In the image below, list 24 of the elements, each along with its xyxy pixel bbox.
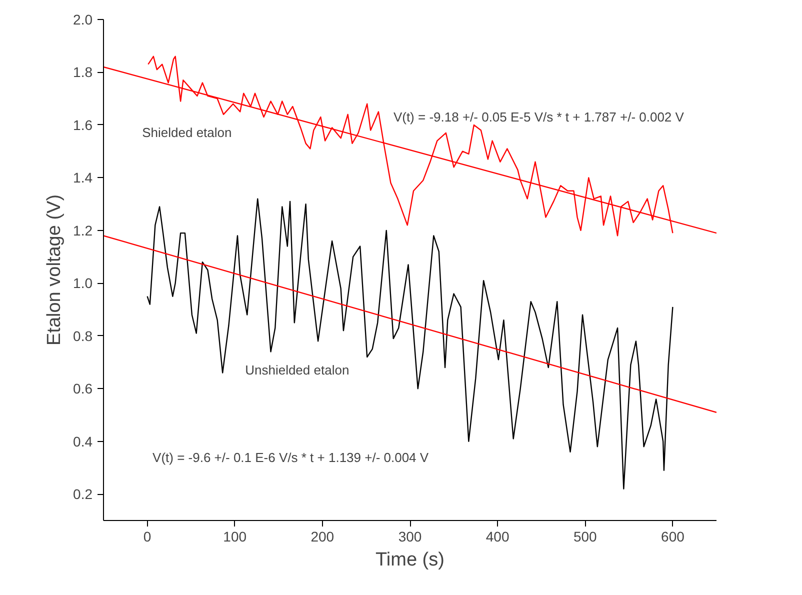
y-tick-label: 0.6 bbox=[73, 380, 93, 397]
y-tick-label: 1.2 bbox=[73, 222, 93, 238]
y-tick-label: 1.0 bbox=[73, 275, 93, 292]
x-tick-label: 400 bbox=[486, 528, 510, 544]
y-tick-label: 0.4 bbox=[73, 433, 93, 450]
x-tick-label: 600 bbox=[661, 528, 685, 544]
x-tick-label: 500 bbox=[573, 528, 598, 544]
y-tick-label: 0.2 bbox=[73, 486, 93, 502]
annotation: Shielded etalon bbox=[142, 125, 232, 140]
x-axis-title: Time (s) bbox=[376, 550, 444, 570]
annotation: V(t) = -9.18 +/- 0.05 E-5 V/s * t + 1.787 +/- 0.002 V bbox=[393, 110, 684, 125]
y-tick-label: 1.6 bbox=[73, 116, 93, 133]
y-tick-label: 1.4 bbox=[73, 170, 93, 186]
annotation: V(t) = -9.6 +/- 0.1 E-6 V/s * t + 1.139 +/- 0.004 V bbox=[152, 450, 429, 465]
x-tick-label: 100 bbox=[223, 528, 247, 544]
y-tick-label: 0.8 bbox=[73, 328, 93, 344]
y-axis-title: Etalon voltage (V) bbox=[44, 194, 66, 346]
x-tick-label: 300 bbox=[398, 528, 422, 544]
annotation: Unshielded etalon bbox=[245, 362, 350, 378]
x-tick-label: 200 bbox=[310, 528, 334, 544]
x-tick-label: 0 bbox=[143, 528, 152, 544]
line-series bbox=[146, 198, 674, 490]
y-tick-label: 1.8 bbox=[73, 64, 93, 80]
y-tick-label: 2.0 bbox=[73, 12, 93, 28]
